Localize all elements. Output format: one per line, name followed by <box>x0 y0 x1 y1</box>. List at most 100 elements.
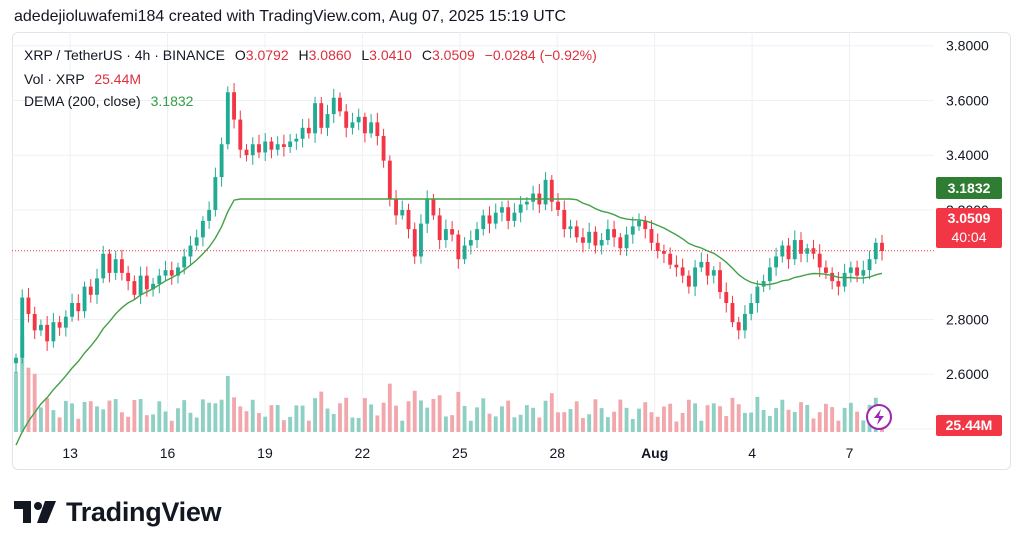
volume-bar <box>238 406 243 432</box>
candle-body <box>425 198 430 224</box>
candle-body <box>643 220 648 230</box>
volume-bar <box>38 407 43 432</box>
candle-body <box>400 209 405 216</box>
legend-symbol: XRP / TetherUS · 4h · BINANCE <box>24 47 225 63</box>
volume-bar <box>481 398 486 432</box>
dema-line <box>15 198 883 446</box>
flash-icon[interactable] <box>866 404 892 430</box>
legend-dema-value: 3.1832 <box>150 93 194 109</box>
candle-body <box>655 242 660 251</box>
legend-ohlc: XRP / TetherUS · 4h · BINANCE O3.0792 H3… <box>24 47 597 63</box>
volume-bar <box>630 418 635 432</box>
volume-bar <box>830 407 835 432</box>
volume-bar <box>767 415 772 432</box>
candle-body <box>238 119 243 150</box>
y-tick-label: 3.6000 <box>946 92 989 108</box>
volume-bar <box>842 407 847 432</box>
candle-body <box>257 144 261 153</box>
volume-bar <box>500 406 504 432</box>
candle-body <box>431 198 436 216</box>
volume-bar <box>263 416 268 432</box>
volume-bar <box>605 417 610 432</box>
chart-svg[interactable]: 3.80003.60003.40003.20002.80002.60002.40… <box>12 32 1011 470</box>
candle-body <box>481 215 486 230</box>
volume-bar <box>693 403 698 432</box>
candle-body <box>338 97 342 112</box>
volume-bar <box>126 416 131 432</box>
candle-body <box>95 278 99 295</box>
candle-body <box>705 261 710 276</box>
volume-bar <box>524 405 529 432</box>
volume-bar <box>736 404 741 432</box>
candle-body <box>119 259 124 273</box>
volume-bar <box>394 405 398 432</box>
candle-body <box>57 322 62 328</box>
candle-body <box>736 322 741 331</box>
candle-body <box>88 286 93 295</box>
candle-body <box>294 138 299 142</box>
candle-body <box>225 92 230 145</box>
candle-body <box>200 220 205 238</box>
candle-body <box>387 160 392 199</box>
candle-body <box>126 272 131 282</box>
candle-body <box>51 322 56 342</box>
candle-body <box>194 237 199 246</box>
candle-body <box>581 237 585 243</box>
candle-body <box>823 267 828 273</box>
tradingview-brand: TradingView <box>66 496 222 527</box>
candle-body <box>693 267 698 287</box>
candle-body <box>805 248 810 254</box>
volume-bar <box>306 420 311 432</box>
volume-bar <box>512 417 517 432</box>
candle-body <box>799 240 803 254</box>
candle-body <box>680 267 685 276</box>
candle-body <box>842 272 847 287</box>
volume-bar <box>848 402 853 432</box>
candle-body <box>76 303 81 312</box>
candle-body <box>780 245 785 257</box>
x-tick-label: 4 <box>748 445 756 461</box>
volume-bar <box>132 400 137 432</box>
volume-bar <box>618 399 623 432</box>
candle-body <box>369 122 374 134</box>
candle-body <box>356 116 361 123</box>
volume-bar <box>113 399 118 432</box>
candle-body <box>686 275 691 287</box>
volume-bar <box>350 417 355 432</box>
x-axis: 13 16 19 22 25 28 Aug 4 7 <box>62 445 853 461</box>
candle-body <box>630 226 635 235</box>
candle-body <box>113 259 118 273</box>
volume-bar <box>562 412 567 432</box>
volume-bar <box>456 391 461 432</box>
candle-body <box>506 207 511 221</box>
volume-bar <box>331 413 336 432</box>
candle-body <box>724 292 729 304</box>
candle-body <box>568 226 573 230</box>
volume-bar <box>200 399 205 432</box>
volume-bar <box>724 416 729 432</box>
candle-body <box>45 324 50 342</box>
volume-bar <box>792 411 797 432</box>
x-tick-label: 28 <box>549 445 565 461</box>
volume-bar <box>674 421 679 432</box>
x-tick-label: 25 <box>452 445 468 461</box>
volume-badge: 25.44M <box>936 415 1002 436</box>
volume-bar <box>45 398 50 432</box>
volume-bar <box>861 420 866 432</box>
attribution-text: adedejioluwafemi184 created with Trading… <box>14 8 567 25</box>
legend-l-label: L <box>361 47 370 63</box>
bar-countdown: 40:04 <box>951 229 987 245</box>
volume-bar <box>749 412 754 432</box>
legend-change: −0.0284 (−0.92%) <box>484 47 597 63</box>
volume-bar <box>643 402 648 432</box>
candle-body <box>880 242 884 251</box>
volume-bar <box>144 415 149 432</box>
legend-o-label: O <box>234 47 246 63</box>
candle-body <box>786 245 791 260</box>
volume-bar <box>705 405 710 432</box>
candle-body <box>456 234 461 260</box>
volume-bar <box>786 409 791 432</box>
volume-bar <box>493 416 498 432</box>
candle-body <box>873 242 878 260</box>
tradingview-logo[interactable]: TradingView <box>14 494 222 530</box>
